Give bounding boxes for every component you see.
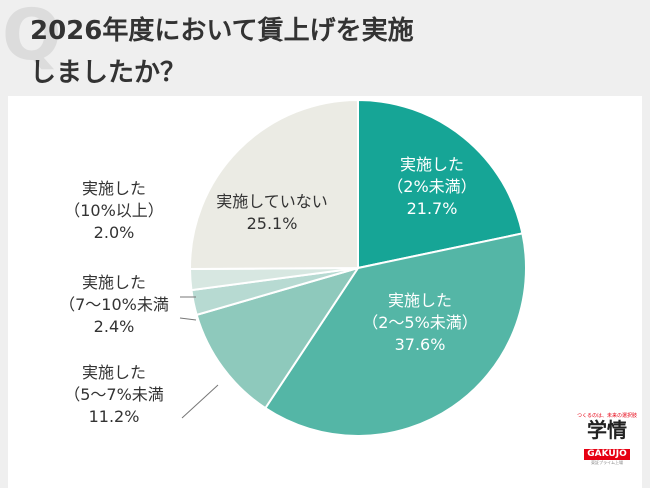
- slice-value-label: 11.2%: [89, 407, 140, 426]
- gakujo-logo: つくるのは、未来の選択肢 学情 GAKUJO 東証プライム上場: [574, 412, 640, 466]
- slice-category-label: （5〜7%未満: [64, 385, 164, 404]
- slice-label: 実施した （5〜7%未満 11.2%: [64, 363, 164, 426]
- title-line-1: 2026年度において賃上げを実施: [30, 16, 414, 46]
- slice-value-label: 2.4%: [94, 317, 135, 336]
- slice-category-label: （10%以上）: [64, 201, 164, 220]
- slice-category-label: （7〜10%未満: [59, 295, 169, 314]
- slice-category-label: （2〜5%未満）: [362, 313, 478, 332]
- logo-brand: 学情: [587, 418, 627, 442]
- pie-slice: [263, 232, 527, 437]
- page-title: 2026年度において賃上げを実施 しましたか？: [30, 10, 414, 94]
- slice-value-label: 21.7%: [407, 199, 458, 218]
- logo-sub: 東証プライム上場: [591, 460, 623, 465]
- slice-label: 実施した （2%未満） 21.7%: [387, 155, 476, 218]
- logo-tagline: つくるのは、未来の選択肢: [577, 413, 637, 419]
- slice-value-label: 2.0%: [94, 223, 135, 242]
- slice-label: 実施した （2〜5%未満） 37.6%: [362, 291, 478, 354]
- slice-category-label: 実施した: [400, 155, 464, 174]
- title-line-2: しましたか？: [30, 58, 187, 88]
- slice-label: 実施した （7〜10%未満 2.4%: [59, 273, 169, 336]
- pie-slice: [189, 98, 359, 271]
- slice-category-label: 実施した: [82, 363, 146, 382]
- slice-label: 実施した （10%以上） 2.0%: [64, 179, 164, 242]
- question-mark-watermark: Q: [2, 0, 62, 76]
- slice-category-label: 実施した: [82, 273, 146, 292]
- leader-line: [181, 384, 219, 419]
- leader-line: [179, 317, 197, 321]
- slice-category-label: 実施した: [82, 179, 146, 198]
- slice-category-label: 実施していない: [216, 192, 328, 211]
- pie-slice: [357, 98, 524, 270]
- logo-brand-en: GAKUJO: [584, 449, 630, 460]
- slice-value-label: 25.1%: [247, 214, 298, 233]
- slice-category-label: 実施した: [388, 291, 452, 310]
- slice-category-label: （2%未満）: [387, 177, 476, 196]
- slice-label: 実施していない 25.1%: [216, 192, 328, 233]
- slice-value-label: 37.6%: [395, 335, 446, 354]
- pie-slice: [195, 266, 361, 410]
